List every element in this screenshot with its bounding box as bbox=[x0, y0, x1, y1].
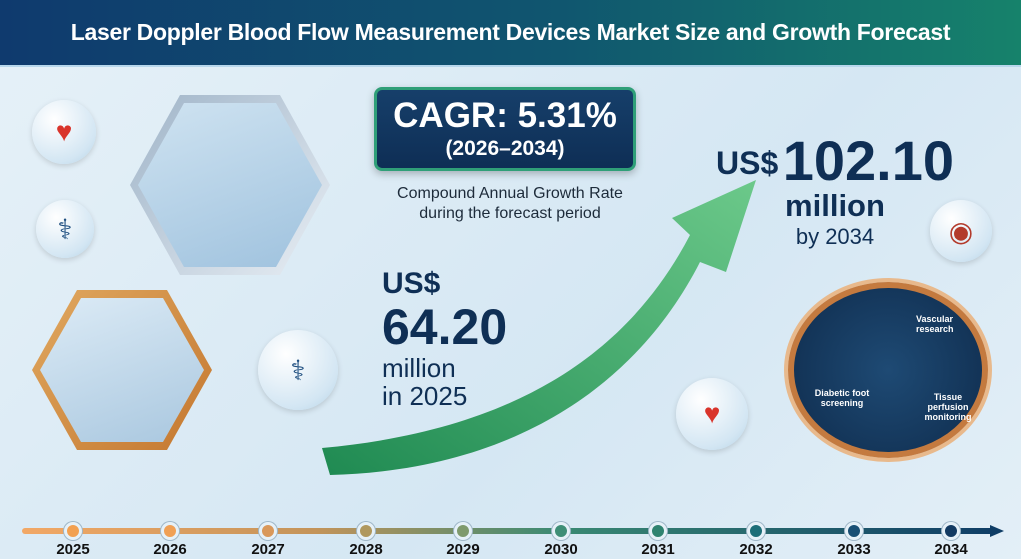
start-currency: US$ bbox=[382, 267, 441, 300]
timeline-year-label: 2026 bbox=[153, 541, 187, 558]
timeline-dot-2032 bbox=[747, 522, 765, 540]
app-vascular-research: Vascular research bbox=[916, 314, 954, 334]
timeline-dot-2030 bbox=[552, 522, 570, 540]
timeline-bar bbox=[22, 528, 997, 534]
timeline-dot-2026 bbox=[161, 522, 179, 540]
end-currency: US$ bbox=[716, 145, 779, 181]
timeline-year-label: 2025 bbox=[56, 541, 90, 558]
cagr-value: CAGR: 5.31% bbox=[393, 96, 617, 135]
cagr-description: Compound Annual Growth Rate during the f… bbox=[370, 184, 650, 224]
title-bar: Laser Doppler Blood Flow Measurement Dev… bbox=[0, 0, 1021, 67]
start-unit: million bbox=[382, 353, 456, 383]
app-diabetic-foot: Diabetic foot screening bbox=[814, 388, 870, 408]
timeline-year-label: 2032 bbox=[739, 541, 773, 558]
timeline-year-label: 2028 bbox=[349, 541, 383, 558]
timeline-dot-2025 bbox=[64, 522, 82, 540]
end-value: 102.10 bbox=[782, 129, 954, 192]
end-year: by 2034 bbox=[795, 224, 875, 249]
heart-icon: ♥ bbox=[32, 100, 96, 164]
cagr-box: CAGR: 5.31% (2026–2034) bbox=[374, 87, 636, 171]
heart-rate-icon: ♥ bbox=[676, 378, 748, 450]
timeline-year-label: 2027 bbox=[251, 541, 285, 558]
cagr-desc-line2: during the forecast period bbox=[419, 205, 601, 222]
cagr-period: (2026–2034) bbox=[445, 137, 565, 160]
stethoscope-icon: ⚕ bbox=[36, 200, 94, 258]
arrow-right-icon bbox=[990, 525, 1004, 537]
blood-vessel-icon: ◉ bbox=[930, 200, 992, 262]
start-market-size: US$ 64.20 million in 2025 bbox=[382, 267, 508, 411]
timeline-dot-2028 bbox=[357, 522, 375, 540]
cagr-desc-line1: Compound Annual Growth Rate bbox=[397, 185, 623, 202]
timeline-dot-2031 bbox=[649, 522, 667, 540]
start-value: 64.20 bbox=[382, 299, 508, 355]
timeline-year-label: 2030 bbox=[544, 541, 578, 558]
timeline-year-label: 2034 bbox=[934, 541, 968, 558]
end-unit: million bbox=[785, 188, 885, 223]
end-market-size: US$ 102.10 million by 2034 bbox=[700, 128, 970, 251]
stethoscope-signal-icon: ⚕ bbox=[258, 330, 338, 410]
timeline-dot-2027 bbox=[259, 522, 277, 540]
timeline-dot-2034 bbox=[942, 522, 960, 540]
start-year: in 2025 bbox=[382, 381, 468, 411]
app-tissue-perfusion: Tissue perfusion monitoring bbox=[924, 392, 972, 422]
timeline-year-label: 2031 bbox=[641, 541, 675, 558]
timeline-year-label: 2033 bbox=[837, 541, 871, 558]
timeline-dot-2029 bbox=[454, 522, 472, 540]
applications-circle: Vascular research Diabetic foot screenin… bbox=[788, 282, 988, 458]
timeline-dot-2033 bbox=[845, 522, 863, 540]
page-title: Laser Doppler Blood Flow Measurement Dev… bbox=[70, 19, 951, 45]
timeline-year-label: 2029 bbox=[446, 541, 480, 558]
